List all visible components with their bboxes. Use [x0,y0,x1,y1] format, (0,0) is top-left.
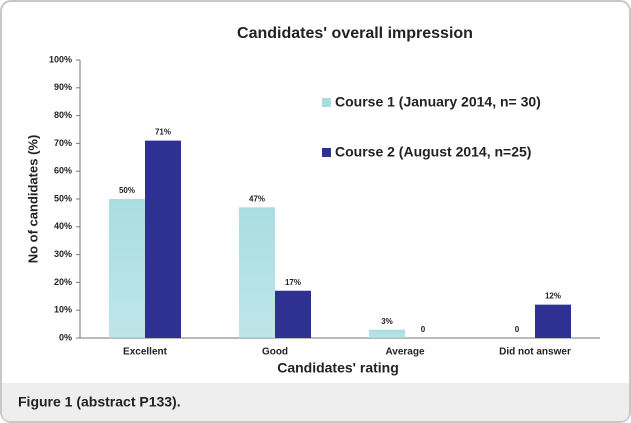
chart-title: Candidates' overall impression [237,25,473,42]
bar [535,304,571,338]
bar [275,290,311,338]
y-tick-label: 70% [54,138,72,148]
legend-swatch [322,148,331,157]
y-tick-label: 100% [49,54,72,64]
value-label: 3% [381,317,393,326]
value-label: 47% [249,194,265,203]
y-tick-label: 90% [54,82,72,92]
value-label: 17% [285,278,301,287]
legend-label: Course 2 (August 2014, n=25) [335,144,531,160]
bar [369,329,405,338]
bar [145,140,181,338]
caption: Figure 1 (abstract P133). [18,394,181,410]
y-tick-label: 20% [54,277,72,287]
y-tick-label: 80% [54,110,72,120]
x-tick-label: Did not answer [499,347,571,358]
y-tick-label: 60% [54,166,72,176]
y-tick-label: 50% [54,193,72,203]
y-tick-label: 30% [54,249,72,259]
caption-bar [2,383,629,421]
x-axis-label: Candidates' rating [277,360,399,376]
legend-label: Course 1 (January 2014, n= 30) [335,94,541,110]
legend-swatch [322,98,331,107]
y-tick-label: 40% [54,221,72,231]
y-tick-label: 10% [54,305,72,315]
bar [239,207,275,338]
value-label: 12% [545,292,561,301]
y-axis-label: No of candidates (%) [25,135,40,264]
x-tick-label: Average [385,347,425,358]
x-tick-label: Excellent [123,347,168,358]
value-label: 71% [155,128,171,137]
value-label: 0 [421,325,426,334]
y-tick-label: 0% [59,332,72,342]
value-label: 0 [515,325,520,334]
value-label: 50% [119,186,135,195]
bar [109,199,145,338]
x-tick-label: Good [262,347,288,358]
